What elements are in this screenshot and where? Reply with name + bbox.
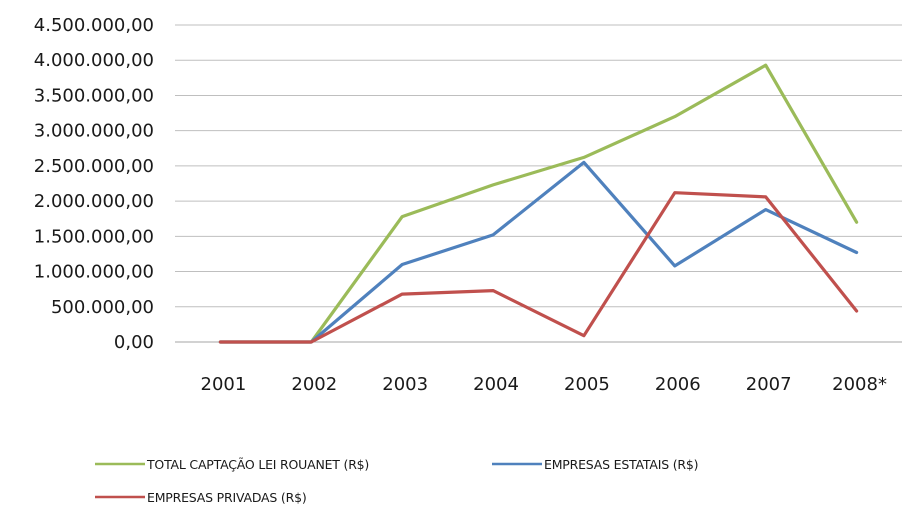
legend-item: EMPRESAS PRIVADAS (R$) bbox=[95, 490, 307, 505]
y-tick-label: 2.000.000,00 bbox=[34, 191, 154, 212]
y-tick-label: 4.500.000,00 bbox=[34, 15, 154, 36]
y-tick-label: 500.000,00 bbox=[51, 297, 154, 318]
legend-item: EMPRESAS ESTATAIS (R$) bbox=[492, 457, 699, 472]
series-line-1 bbox=[218, 63, 859, 344]
gridlines bbox=[175, 24, 902, 343]
y-tick-label: 3.000.000,00 bbox=[34, 121, 154, 142]
series-line-3 bbox=[218, 191, 859, 344]
y-tick-label: 1.500.000,00 bbox=[34, 226, 154, 247]
x-tick-label: 2006 bbox=[655, 374, 701, 395]
y-tick-label: 3.500.000,00 bbox=[34, 85, 154, 106]
legend-label: TOTAL CAPTAÇÃO LEI ROUANET (R$) bbox=[146, 457, 369, 472]
x-tick-label: 2005 bbox=[564, 374, 610, 395]
x-tick-label: 2003 bbox=[382, 374, 428, 395]
x-tick-label: 2004 bbox=[473, 374, 519, 395]
y-tick-label: 2.500.000,00 bbox=[34, 156, 154, 177]
series-line-2 bbox=[218, 160, 859, 344]
x-tick-label: 2008* bbox=[832, 374, 887, 395]
legend-label: EMPRESAS PRIVADAS (R$) bbox=[147, 490, 307, 505]
y-tick-label: 4.000.000,00 bbox=[34, 50, 154, 71]
legend: TOTAL CAPTAÇÃO LEI ROUANET (R$) EMPRESAS … bbox=[95, 457, 699, 505]
x-tick-label: 2007 bbox=[746, 374, 792, 395]
series-lines bbox=[218, 63, 859, 344]
legend-label: EMPRESAS ESTATAIS (R$) bbox=[544, 457, 698, 472]
y-tick-label: 1.000.000,00 bbox=[34, 262, 154, 283]
x-tick-label: 2001 bbox=[201, 374, 247, 395]
y-tick-label: 0,00 bbox=[114, 332, 154, 353]
y-axis-tick-labels: 0,00 500.000,00 1.000.000,00 1.500.000,00 2.… bbox=[34, 15, 154, 353]
legend-item: TOTAL CAPTAÇÃO LEI ROUANET (R$) bbox=[95, 457, 369, 472]
x-axis-tick-labels: 2001 2002 2003 2004 2005 2006 2007 2008* bbox=[201, 374, 887, 395]
x-tick-label: 2002 bbox=[291, 374, 337, 395]
